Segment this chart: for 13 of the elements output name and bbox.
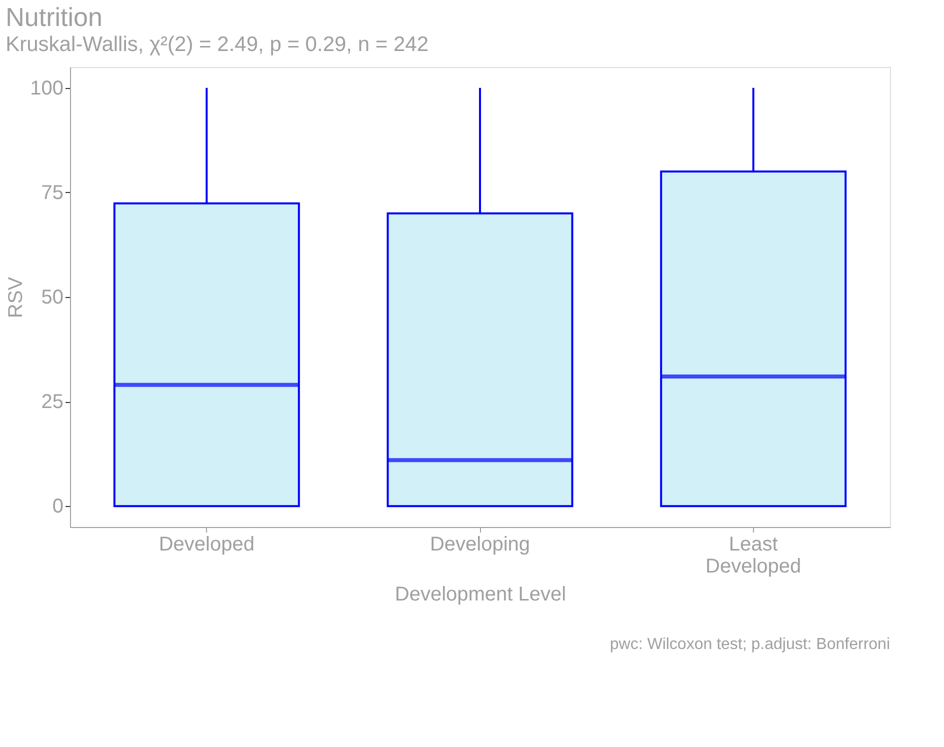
y-tick-label: 25	[41, 391, 64, 414]
chart-subtitle: Kruskal-Wallis, χ²(2) = 2.49, p = 0.29, n = 242	[6, 33, 429, 56]
y-tick-label: 0	[52, 496, 64, 518]
x-tick-label: Least Developed	[706, 534, 802, 578]
x-tick-label: Developing	[430, 534, 530, 556]
y-tick-label: 100	[30, 77, 64, 100]
chart-title: Nutrition	[6, 2, 102, 32]
text: pwc: Wilcoxon test; p.adjust: Bonferroni	[610, 636, 890, 653]
y-tick-label: 50	[41, 286, 64, 308]
x-axis-title: Development Level	[394, 584, 566, 606]
y-axis-title: RSV	[5, 276, 28, 318]
y-tick-label: 75	[41, 182, 64, 204]
x-tick-label: Developed	[158, 534, 254, 556]
